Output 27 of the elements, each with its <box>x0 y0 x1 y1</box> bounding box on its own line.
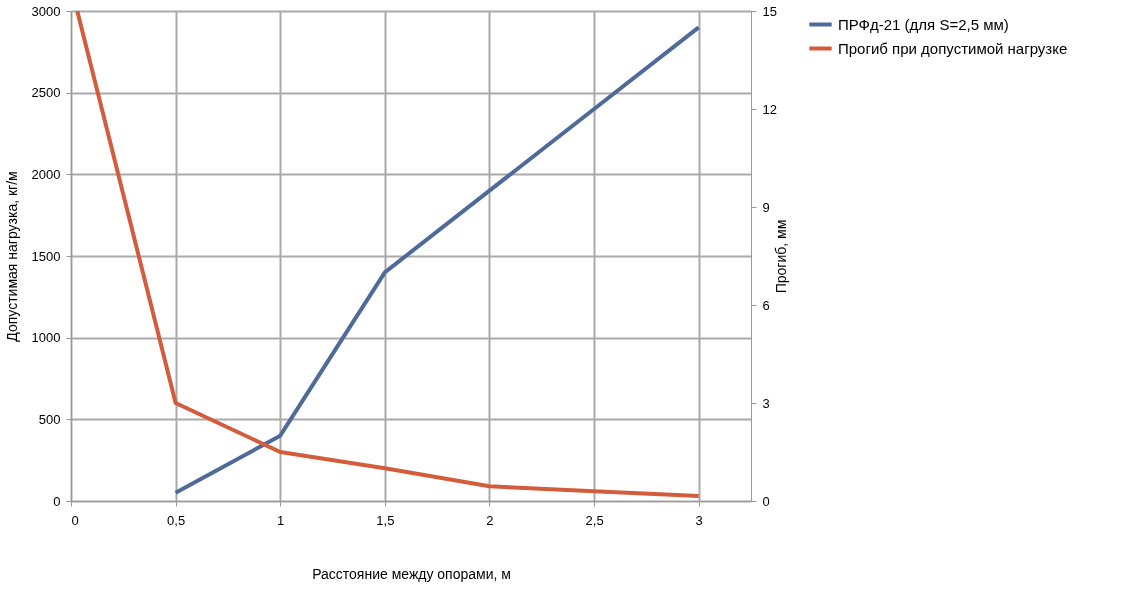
y-tick-label: 2000 <box>31 166 61 182</box>
legend-label: Прогиб при допустимой нагрузке <box>838 39 1068 57</box>
y-tick-label: 1000 <box>31 330 61 346</box>
x-tick-label: 2 <box>486 512 494 528</box>
y2-tick-label: 6 <box>762 297 770 313</box>
x-tick-label: 3 <box>695 512 703 528</box>
y-tick-label: 2500 <box>31 85 61 101</box>
legend-label: ПРФд-21 (для S=2,5 мм) <box>838 15 1009 33</box>
x-tick-label: 1 <box>277 512 285 528</box>
y2-tick-label: 15 <box>762 3 777 19</box>
y2-axis-title: Прогиб, мм <box>772 219 789 294</box>
x-tick-label: 0,5 <box>167 512 186 528</box>
y2-tick-label: 3 <box>762 395 770 411</box>
y-axis-title: Допустимая нагрузка, кг/м <box>3 171 20 342</box>
y2-tick-label: 0 <box>762 493 770 509</box>
y-tick-label: 0 <box>53 493 61 509</box>
y2-tick-label: 9 <box>762 199 770 215</box>
y-tick-label: 500 <box>38 411 61 427</box>
line-series <box>75 11 701 499</box>
y2-tick-label: 12 <box>762 101 777 117</box>
x-tick-label: 0 <box>71 512 79 528</box>
line-series <box>173 25 701 495</box>
x-tick-label: 2,5 <box>585 512 604 528</box>
y-tick-label: 1500 <box>31 248 61 264</box>
x-tick-label: 1,5 <box>376 512 395 528</box>
y-tick-label: 3000 <box>31 3 61 19</box>
x-axis-title: Расстояние между опорами, м <box>312 565 511 582</box>
